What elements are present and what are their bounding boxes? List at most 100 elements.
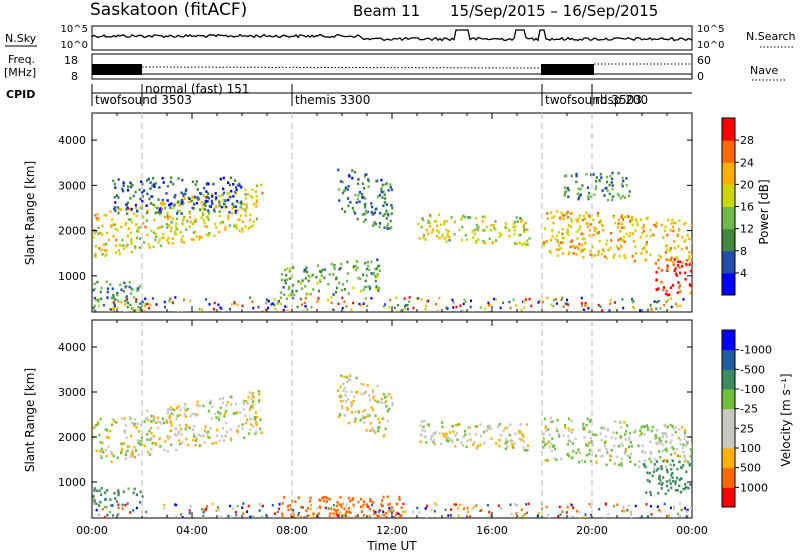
data-cell [341, 306, 344, 310]
data-cell [249, 218, 252, 222]
data-cell [641, 444, 644, 448]
data-cell [131, 310, 134, 312]
data-cell [353, 420, 356, 424]
data-cell [229, 428, 232, 431]
data-cell [144, 417, 147, 421]
data-cell [520, 438, 523, 442]
data-cell [464, 234, 467, 237]
data-cell [113, 207, 116, 211]
data-cell [121, 187, 124, 191]
data-cell [379, 211, 382, 215]
data-cell [211, 195, 214, 198]
data-cell [134, 190, 137, 194]
data-cell [663, 432, 666, 435]
data-cell [600, 176, 603, 179]
data-cell [109, 308, 112, 311]
data-cell [212, 182, 215, 186]
data-cell [617, 225, 620, 229]
data-cell [176, 210, 180, 213]
data-cell [153, 416, 156, 420]
data-cell [546, 442, 549, 445]
data-cell [382, 204, 385, 208]
data-cell [368, 414, 371, 417]
data-cell [124, 453, 127, 457]
data-cell [238, 182, 241, 186]
data-cell [565, 190, 568, 193]
data-cell [576, 192, 579, 196]
data-cell [296, 513, 300, 517]
data-cell [216, 434, 219, 437]
data-cell [592, 233, 595, 237]
x-tick-label: 08:00 [276, 524, 308, 537]
data-cell [102, 304, 105, 307]
data-cell [382, 305, 385, 308]
data-cell [467, 426, 470, 429]
data-cell [357, 178, 360, 181]
data-cell [489, 304, 491, 307]
data-cell [381, 499, 384, 502]
data-cell [423, 419, 426, 423]
data-cell [114, 209, 117, 212]
data-cell [117, 493, 120, 497]
data-cell [404, 510, 407, 513]
data-cell [441, 425, 444, 429]
data-cell [345, 503, 348, 506]
data-cell [251, 403, 254, 407]
data-cell [446, 307, 449, 310]
data-cell [265, 302, 268, 305]
data-cell [362, 195, 365, 199]
data-cell [483, 228, 486, 232]
data-cell [225, 430, 228, 434]
data-cell [110, 423, 114, 426]
data-cell [454, 503, 457, 506]
data-cell [566, 298, 569, 302]
data-cell [280, 273, 284, 276]
data-cell [267, 306, 269, 310]
data-cell [255, 201, 258, 205]
data-cell [521, 515, 524, 518]
data-cell [623, 240, 626, 243]
data-cell [445, 306, 448, 309]
data-cell [376, 400, 379, 404]
colorbar-swatch [722, 118, 735, 141]
data-cell [130, 292, 133, 295]
data-cell [258, 502, 261, 505]
data-cell [117, 206, 120, 209]
data-cell [126, 301, 129, 305]
data-cell [178, 424, 181, 427]
data-cell [639, 516, 642, 518]
data-cell [145, 219, 148, 223]
data-cell [249, 311, 251, 312]
data-cell [599, 172, 602, 176]
data-cell [584, 304, 587, 308]
data-cell [678, 484, 681, 488]
data-cell [679, 304, 682, 308]
data-cell [107, 445, 110, 449]
data-cell [588, 234, 591, 238]
data-cell [183, 413, 186, 416]
data-cell [185, 437, 188, 441]
data-cell [180, 240, 183, 243]
data-cell [122, 189, 125, 193]
data-cell [146, 433, 149, 436]
data-cell [642, 425, 645, 428]
data-cell [163, 421, 166, 425]
data-cell [469, 438, 472, 442]
data-cell [234, 510, 237, 514]
data-cell [655, 271, 658, 274]
data-cell [505, 441, 508, 445]
data-cell [670, 458, 673, 462]
data-cell [139, 490, 142, 494]
data-cell [342, 502, 345, 506]
data-cell [239, 411, 242, 414]
data-cell [567, 435, 570, 438]
data-cell [306, 308, 309, 311]
data-cell [292, 514, 295, 518]
data-cell [120, 450, 123, 453]
data-cell [666, 293, 669, 297]
data-cell [543, 241, 546, 244]
data-cell [666, 460, 669, 463]
colorbar-swatch [722, 330, 735, 351]
data-cell [120, 225, 123, 229]
data-cell [676, 305, 679, 308]
